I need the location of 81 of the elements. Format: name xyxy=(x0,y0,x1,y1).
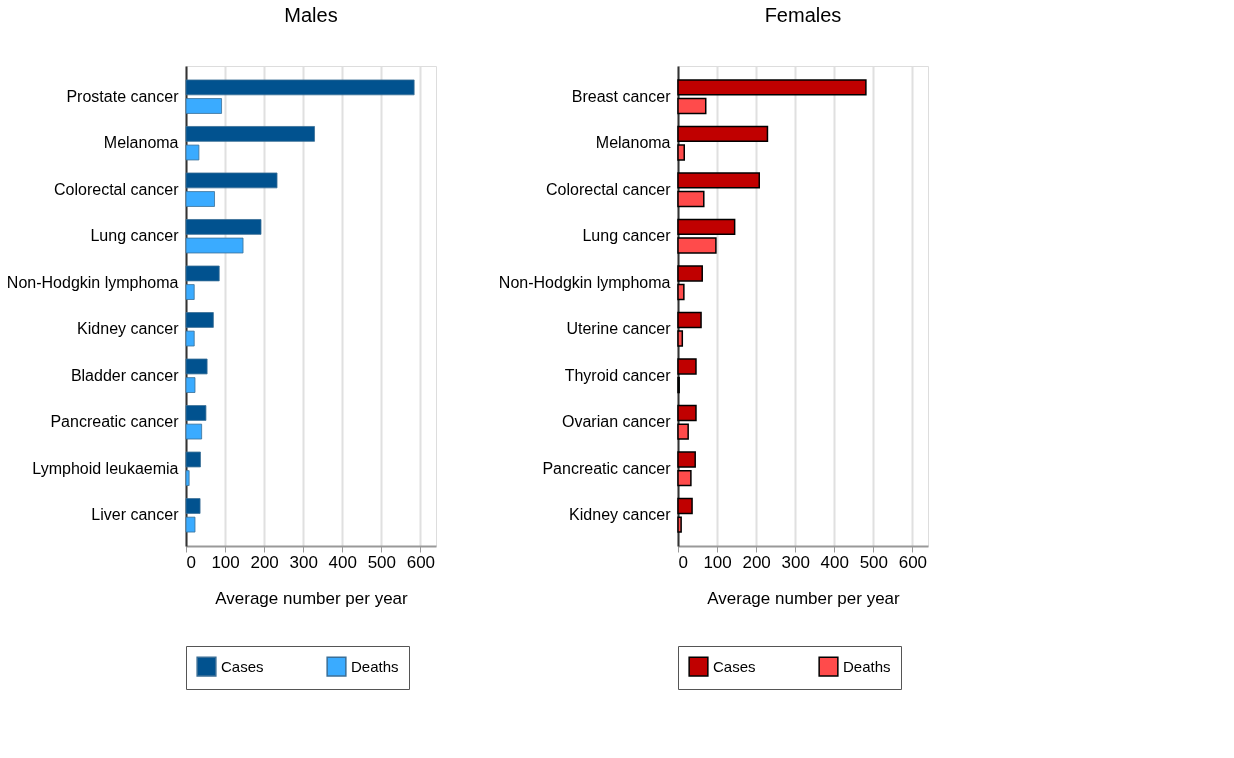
y-tick-label: Thyroid cancer xyxy=(564,366,672,384)
bar xyxy=(185,219,262,235)
x-axis-title: Average number per year xyxy=(707,588,901,608)
bar xyxy=(185,423,203,440)
bar xyxy=(185,126,315,142)
x-tick-label: 200 xyxy=(250,552,279,572)
bar xyxy=(185,312,214,328)
x-tick-label: 200 xyxy=(742,552,771,572)
x-tick-label: 0 xyxy=(186,552,196,572)
y-tick-label: Liver cancer xyxy=(91,506,180,524)
x-tick-label: 400 xyxy=(328,552,357,572)
bar xyxy=(677,79,867,96)
y-tick-label: Melanoma xyxy=(103,134,179,152)
legend-label: Cases xyxy=(221,657,264,675)
bar xyxy=(677,311,702,329)
bar xyxy=(185,284,195,300)
bar xyxy=(677,265,703,282)
bar xyxy=(185,516,196,533)
y-tick-label: Breast cancer xyxy=(571,87,672,105)
bar xyxy=(677,451,696,468)
x-tick-label: 500 xyxy=(367,552,396,572)
y-tick-label: Bladder cancer xyxy=(70,366,180,384)
bar xyxy=(185,358,208,375)
y-tick-label: Lung cancer xyxy=(582,227,672,245)
x-tick-label: 100 xyxy=(703,552,732,572)
y-tick-label: Melanoma xyxy=(595,134,671,152)
legend-label: Deaths xyxy=(843,657,891,675)
bar xyxy=(185,144,200,161)
bar xyxy=(677,404,697,422)
y-tick-label: Pancreatic cancer xyxy=(50,413,180,431)
bar xyxy=(677,516,682,533)
x-tick-label: 600 xyxy=(898,552,928,572)
bar xyxy=(185,98,222,114)
x-tick-label: 100 xyxy=(211,552,240,572)
y-tick-label: Non-Hodgkin lymphoma xyxy=(498,273,671,291)
bar xyxy=(185,377,196,393)
bar xyxy=(185,172,278,189)
bar xyxy=(677,144,685,161)
y-tick-label: Colorectal cancer xyxy=(546,180,672,198)
bar xyxy=(677,469,692,487)
bar xyxy=(677,172,760,189)
x-tick-label: 600 xyxy=(406,552,436,572)
chart-title: Females xyxy=(764,4,842,26)
bar xyxy=(677,97,707,115)
y-tick-label: Kidney cancer xyxy=(569,506,672,524)
bar xyxy=(677,497,693,515)
x-tick-label: 300 xyxy=(289,552,318,572)
y-tick-label: Prostate cancer xyxy=(66,87,180,105)
bar xyxy=(677,218,736,236)
bar xyxy=(185,451,201,468)
x-tick-label: 300 xyxy=(781,552,810,572)
y-tick-label: Colorectal cancer xyxy=(54,180,180,198)
bar xyxy=(185,79,415,96)
bar xyxy=(185,237,244,254)
bar xyxy=(677,283,685,301)
y-tick-label: Lung cancer xyxy=(90,227,180,245)
bar xyxy=(185,330,195,347)
bar xyxy=(185,405,207,421)
bar xyxy=(677,237,717,254)
y-tick-label: Lymphoid leukaemia xyxy=(32,459,179,477)
bar xyxy=(677,125,769,143)
chart-title: Males xyxy=(284,4,338,26)
bar xyxy=(677,330,684,347)
bar xyxy=(677,423,689,440)
bar xyxy=(185,265,220,282)
x-tick-label: 0 xyxy=(678,552,688,572)
y-tick-label: Uterine cancer xyxy=(566,320,672,338)
y-tick-label: Kidney cancer xyxy=(77,320,180,338)
x-axis-title: Average number per year xyxy=(215,588,409,608)
y-tick-label: Pancreatic cancer xyxy=(542,459,672,477)
bar xyxy=(677,358,697,375)
x-tick-label: 500 xyxy=(859,552,888,572)
y-tick-label: Ovarian cancer xyxy=(562,413,672,431)
bar xyxy=(677,190,705,208)
legend-label: Cases xyxy=(713,657,756,675)
bar xyxy=(185,191,215,207)
bar xyxy=(185,470,190,486)
y-tick-label: Non-Hodgkin lymphoma xyxy=(6,273,179,291)
legend-label: Deaths xyxy=(351,657,399,675)
x-tick-label: 400 xyxy=(820,552,849,572)
bar xyxy=(185,498,201,514)
